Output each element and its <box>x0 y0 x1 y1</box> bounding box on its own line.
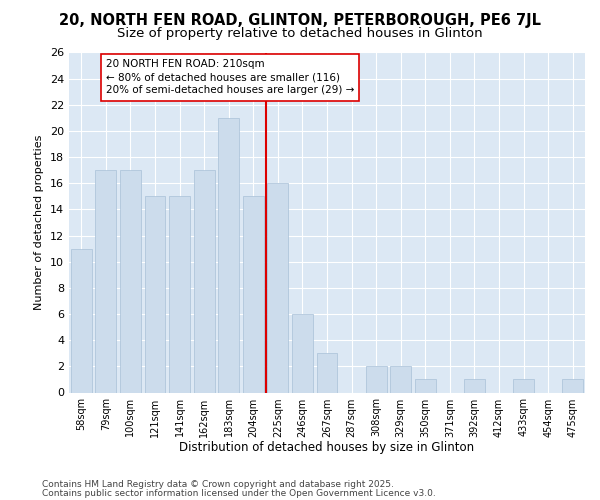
Bar <box>95 170 116 392</box>
Bar <box>268 184 289 392</box>
Bar <box>415 380 436 392</box>
Text: Contains HM Land Registry data © Crown copyright and database right 2025.: Contains HM Land Registry data © Crown c… <box>42 480 394 489</box>
X-axis label: Distribution of detached houses by size in Glinton: Distribution of detached houses by size … <box>179 441 475 454</box>
Bar <box>317 354 337 393</box>
Bar <box>390 366 411 392</box>
Bar <box>292 314 313 392</box>
Bar <box>71 248 92 392</box>
Bar <box>464 380 485 392</box>
Bar <box>145 196 166 392</box>
Bar <box>218 118 239 392</box>
Bar <box>513 380 534 392</box>
Text: 20 NORTH FEN ROAD: 210sqm
← 80% of detached houses are smaller (116)
20% of semi: 20 NORTH FEN ROAD: 210sqm ← 80% of detac… <box>106 59 354 96</box>
Text: 20, NORTH FEN ROAD, GLINTON, PETERBOROUGH, PE6 7JL: 20, NORTH FEN ROAD, GLINTON, PETERBOROUG… <box>59 12 541 28</box>
Bar <box>365 366 386 392</box>
Bar <box>562 380 583 392</box>
Bar <box>120 170 141 392</box>
Text: Contains public sector information licensed under the Open Government Licence v3: Contains public sector information licen… <box>42 488 436 498</box>
Bar <box>194 170 215 392</box>
Bar <box>169 196 190 392</box>
Bar <box>243 196 264 392</box>
Text: Size of property relative to detached houses in Glinton: Size of property relative to detached ho… <box>117 28 483 40</box>
Y-axis label: Number of detached properties: Number of detached properties <box>34 135 44 310</box>
